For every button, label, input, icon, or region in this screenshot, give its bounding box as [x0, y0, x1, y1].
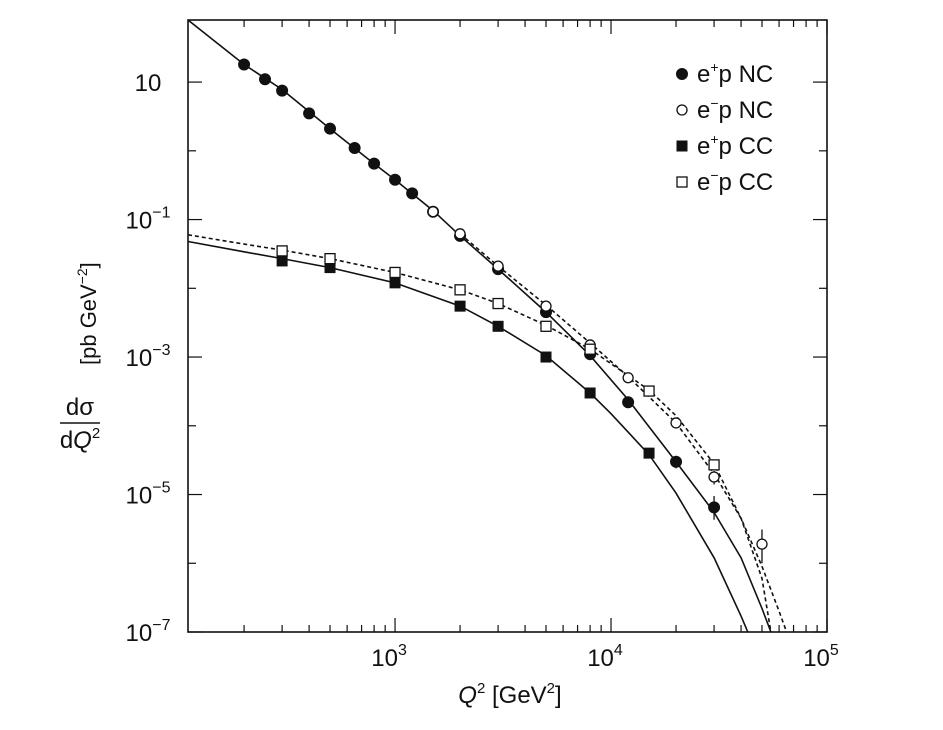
point-e-p-cc: [492, 297, 504, 310]
x-tick-label: 105: [803, 642, 839, 672]
point-e-p-nc: [276, 84, 289, 97]
point-e-p-cc: [492, 320, 504, 332]
point-e-p-cc: [324, 262, 336, 274]
point-e-p-cc: [540, 351, 552, 363]
legend-marker-open-circle: [676, 104, 688, 116]
point-e-p-cc: [276, 255, 288, 267]
y-axis-label: dσ dQ2 [pb GeV−2]: [60, 262, 101, 454]
point-e-p-cc: [324, 252, 336, 265]
legend-marker-filled-circle: [676, 68, 688, 80]
y-tick-label: 10−7: [126, 617, 171, 647]
point-e-p-nc: [540, 300, 552, 312]
legend-label: e+p CC: [697, 131, 773, 160]
legend-label: e+p NC: [697, 59, 773, 88]
point-e-p-nc: [259, 73, 272, 86]
model-curve-4: [187, 234, 772, 633]
point-e-p-nc: [708, 471, 720, 483]
axis-ticks: [188, 20, 828, 633]
point-e-p-nc: [427, 206, 439, 218]
point-e-p-nc: [238, 58, 251, 71]
point-e-p-cc: [389, 266, 401, 279]
point-e-p-cc: [389, 277, 401, 289]
legend-label: e−p CC: [697, 167, 773, 196]
point-e-p-nc: [622, 372, 634, 384]
x-tick-label: 104: [587, 642, 623, 672]
y-tick-label: 10: [135, 70, 162, 97]
legend-marker-open-square: [676, 176, 688, 188]
point-e-p-cc: [584, 343, 596, 355]
point-e-p-nc: [303, 107, 316, 120]
data-points: [238, 58, 768, 550]
point-e-p-cc: [643, 447, 655, 459]
point-e-p-nc: [324, 122, 337, 135]
point-e-p-cc: [708, 459, 720, 471]
legend: e+p NC e−p NC e+p CC e−p CC: [676, 59, 773, 196]
point-e-p-nc: [670, 455, 683, 468]
x-tick-labels: 103 104 105: [371, 642, 839, 672]
legend-label: e−p NC: [697, 95, 773, 124]
x-axis-label: Q2 [GeV2]: [458, 680, 561, 709]
y-tick-label: 10−3: [126, 342, 171, 372]
y-tick-labels: 10 10−1 10−3 10−5 10−7: [126, 70, 171, 647]
y-tick-label: 10−5: [126, 480, 171, 510]
point-e-p-cc: [276, 245, 288, 257]
point-e-p-cc: [584, 387, 596, 399]
point-e-p-nc: [368, 157, 381, 170]
model-curve-2: [459, 233, 788, 633]
svg-text:[pb GeV−2]: [pb GeV−2]: [74, 262, 101, 365]
legend-marker-filled-square: [676, 140, 688, 152]
point-e-p-cc: [540, 320, 552, 332]
plot-frame: [187, 19, 828, 633]
point-e-p-cc: [454, 284, 466, 296]
point-e-p-cc: [454, 300, 466, 312]
point-e-p-nc: [406, 187, 419, 200]
point-e-p-nc: [756, 538, 768, 550]
svg-text:dσ: dσ: [66, 394, 94, 421]
svg-text:dQ2: dQ2: [60, 425, 100, 454]
point-e-p-nc: [348, 141, 361, 154]
point-e-p-nc: [492, 260, 504, 272]
y-tick-label: 10−1: [126, 205, 171, 235]
point-e-p-nc: [708, 501, 721, 514]
x-tick-label: 103: [371, 642, 407, 672]
point-e-p-nc: [389, 173, 402, 186]
point-e-p-nc: [622, 396, 635, 409]
point-e-p-nc: [454, 228, 466, 240]
point-e-p-nc: [670, 417, 682, 429]
point-e-p-cc: [643, 385, 655, 397]
model-curve-3: [187, 240, 749, 633]
